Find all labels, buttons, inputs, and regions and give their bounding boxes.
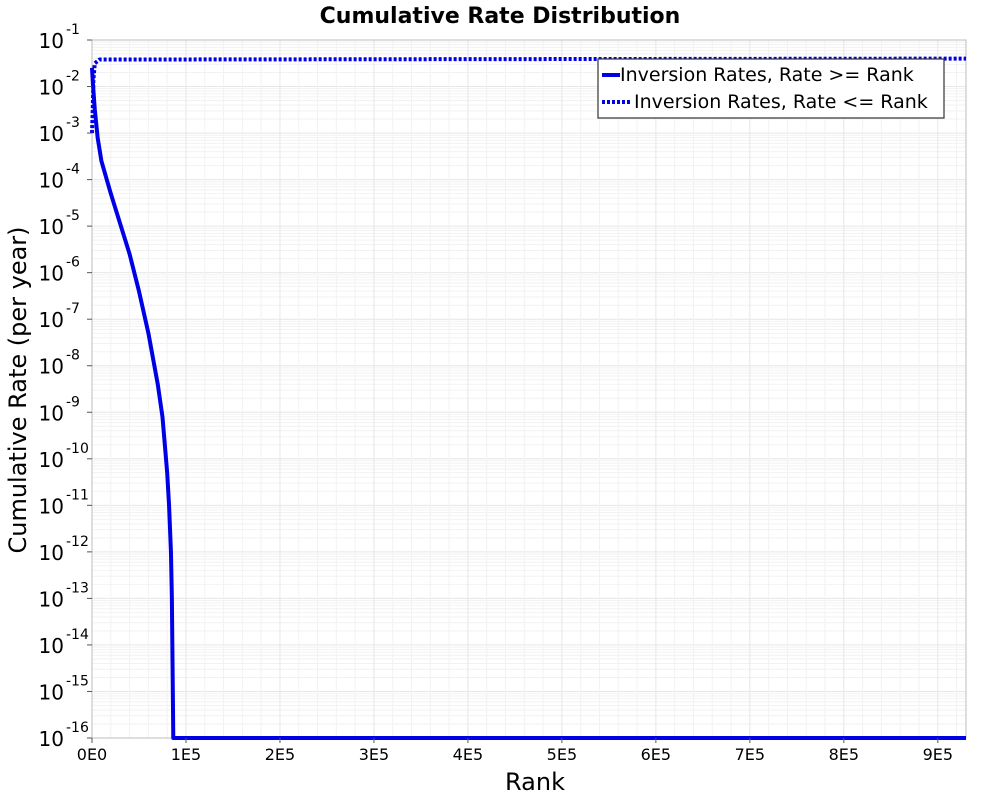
y-tick-exponent: -12 <box>66 534 89 550</box>
y-tick-label: 10 <box>39 355 64 379</box>
legend: Inversion Rates, Rate >= Rank Inversion … <box>597 58 945 119</box>
y-tick-label: 10 <box>39 122 64 146</box>
y-tick-label: 10 <box>39 262 64 286</box>
y-tick-label: 10 <box>39 308 64 332</box>
x-tick-label: 1E5 <box>171 745 201 764</box>
y-tick-label: 10 <box>39 541 64 565</box>
x-tick-label: 6E5 <box>641 745 671 764</box>
y-tick-label: 10 <box>39 401 64 425</box>
grid <box>92 39 966 739</box>
y-axis-ticks: 10 -110 -210 -310 -410 -510 -610 -710 -810 -910 -1… <box>39 22 92 751</box>
y-tick-label: 10 <box>39 76 64 100</box>
x-tick-label: 5E5 <box>547 745 577 764</box>
y-tick-label: 10 <box>39 448 64 472</box>
y-tick-exponent: -6 <box>66 255 80 271</box>
series-layer <box>90 56 967 740</box>
legend-label-rate-le-rank: Inversion Rates, Rate <= Rank <box>634 91 928 113</box>
y-tick-exponent: -7 <box>66 301 80 317</box>
y-tick-exponent: -8 <box>66 348 80 364</box>
x-tick-label: 3E5 <box>359 745 389 764</box>
y-axis-label: Cumulative Rate (per year) <box>4 226 32 553</box>
chart-title: Cumulative Rate Distribution <box>320 4 681 29</box>
y-tick-exponent: -1 <box>66 22 80 38</box>
legend-box <box>597 58 945 119</box>
y-tick-exponent: -4 <box>66 162 80 178</box>
x-tick-label: 0E0 <box>77 745 107 764</box>
y-tick-label: 10 <box>39 29 64 53</box>
y-tick-exponent: -14 <box>66 627 89 643</box>
x-tick-label: 7E5 <box>735 745 765 764</box>
y-tick-label: 10 <box>39 634 64 658</box>
x-axis-ticks: 0E0 1E5 2E5 3E5 4E5 5E5 6E5 7E5 8E5 9E5 <box>77 738 953 764</box>
y-tick-exponent: -11 <box>66 487 89 503</box>
y-tick-label: 10 <box>39 215 64 239</box>
y-tick-label: 10 <box>39 680 64 704</box>
y-tick-exponent: -2 <box>66 69 80 85</box>
y-tick-exponent: -13 <box>66 580 89 596</box>
series-line-rate-ge-rank <box>90 67 966 740</box>
y-tick-exponent: -15 <box>66 673 89 689</box>
y-tick-label: 10 <box>39 587 64 611</box>
x-axis-label: Rank <box>505 768 565 796</box>
y-tick-exponent: -16 <box>66 720 89 736</box>
x-tick-label: 9E5 <box>923 745 953 764</box>
x-tick-label: 2E5 <box>265 745 295 764</box>
y-tick-exponent: -9 <box>66 394 80 410</box>
y-tick-exponent: -10 <box>66 441 89 457</box>
series-line-rate-le-rank <box>90 56 967 134</box>
x-tick-label: 4E5 <box>453 745 483 764</box>
y-tick-label: 10 <box>39 727 64 751</box>
x-tick-label: 8E5 <box>829 745 859 764</box>
y-tick-label: 10 <box>39 494 64 518</box>
legend-label-rate-ge-rank: Inversion Rates, Rate >= Rank <box>620 64 914 86</box>
y-tick-exponent: -3 <box>66 115 80 131</box>
y-tick-exponent: -5 <box>66 208 80 224</box>
y-tick-label: 10 <box>39 169 64 193</box>
